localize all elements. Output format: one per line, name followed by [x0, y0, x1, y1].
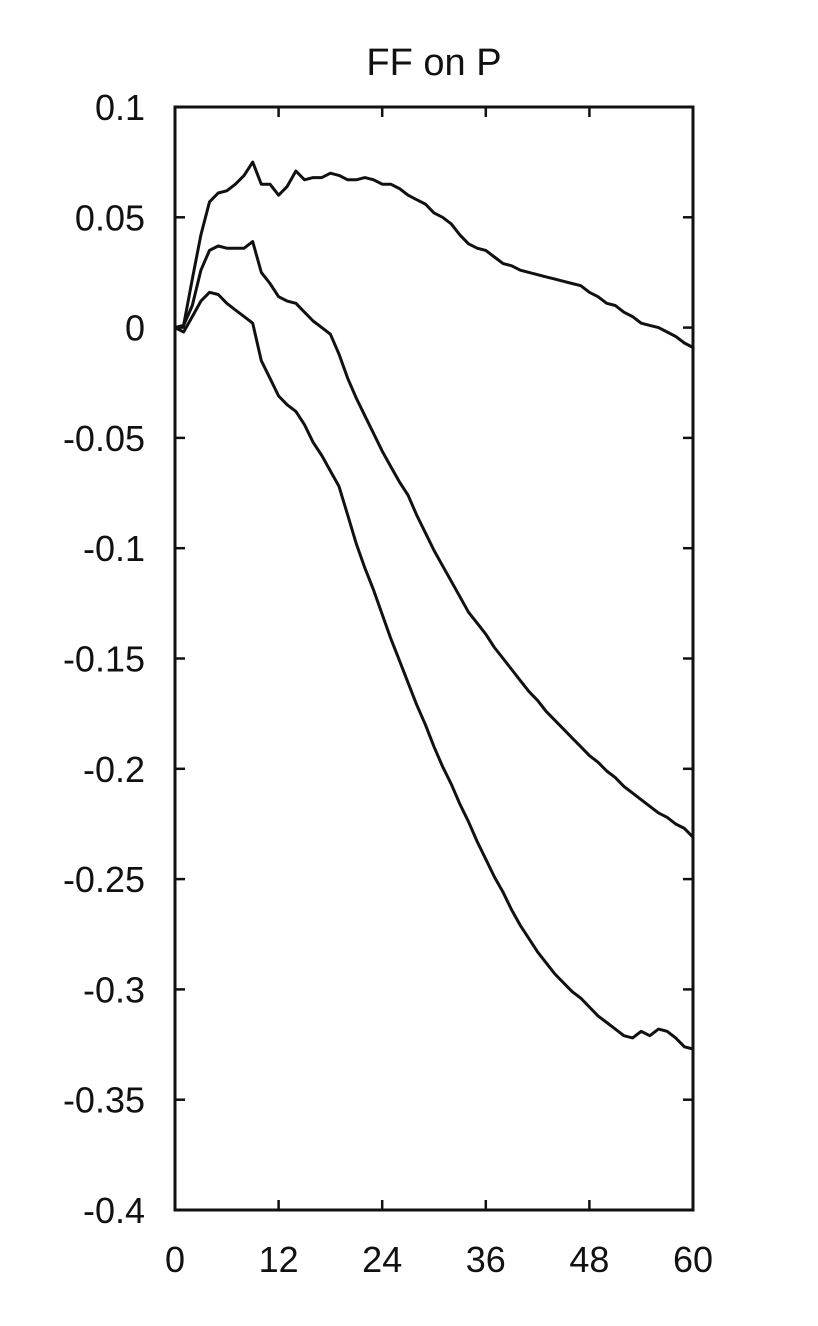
- x-axis-tick-labels: 0 12 24 36 48 60: [165, 1239, 713, 1280]
- x-tick-label: 0: [165, 1239, 185, 1280]
- plot-series: [173, 160, 695, 1051]
- y-tick-label: -0.25: [63, 859, 145, 900]
- x-tick-label: 48: [569, 1239, 609, 1280]
- series-line-upper: [173, 160, 695, 349]
- axis-ticks: [173, 105, 695, 1212]
- y-tick-label: 0.1: [95, 87, 145, 128]
- x-tick-label: 24: [362, 1239, 402, 1280]
- series-line-lower: [173, 290, 695, 1051]
- x-tick-label: 36: [466, 1239, 506, 1280]
- y-tick-label: -0.2: [83, 749, 145, 790]
- series-line-median: [173, 240, 695, 839]
- chart-title: FF on P: [366, 42, 501, 84]
- y-tick-label: -0.3: [83, 969, 145, 1010]
- x-tick-label: 60: [673, 1239, 713, 1280]
- y-tick-label: -0.4: [83, 1190, 145, 1231]
- y-tick-label: -0.35: [63, 1080, 145, 1121]
- y-tick-label: -0.05: [63, 418, 145, 459]
- y-axis-tick-labels: 0.1 0.05 0 -0.05 -0.1 -0.15 -0.2 -0.25 -0.3 -0.35…: [63, 87, 145, 1231]
- x-tick-label: 12: [259, 1239, 299, 1280]
- y-tick-label: -0.15: [63, 639, 145, 680]
- plot-frame: [173, 105, 695, 1212]
- y-tick-label: 0.05: [75, 197, 145, 238]
- y-tick-label: -0.1: [83, 528, 145, 569]
- y-tick-label: 0: [125, 308, 145, 349]
